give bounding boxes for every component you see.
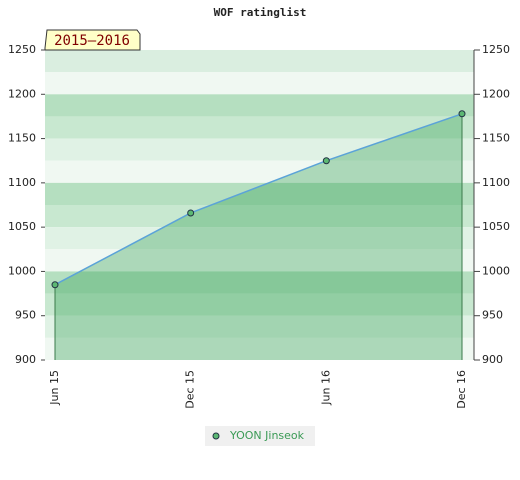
y2-tick-label: 950 <box>482 309 503 322</box>
y2-tick-label: 900 <box>482 353 503 366</box>
y-tick-label: 900 <box>15 353 36 366</box>
legend-marker <box>212 432 220 440</box>
legend-label: YOON Jinseok <box>229 429 305 442</box>
stripe <box>45 182 474 205</box>
x-tick-label: Jun 16 <box>319 370 332 406</box>
stripe <box>45 271 474 294</box>
y-tick-label: 950 <box>15 309 36 322</box>
stripe <box>45 315 474 338</box>
stripe <box>45 337 474 360</box>
line <box>54 113 463 286</box>
stripe <box>45 116 474 139</box>
y2-tick-label: 1200 <box>482 87 510 100</box>
y-tick-label: 1000 <box>8 264 36 277</box>
y2-tick-label: 1250 <box>482 43 510 56</box>
point <box>322 157 330 165</box>
x-tick-label: Jun 15 <box>48 370 61 406</box>
x-tick-label: Dec 15 <box>184 370 197 409</box>
y2-tick-label: 1000 <box>482 264 510 277</box>
y2-tick-label: 1050 <box>482 220 510 233</box>
y-tick-label: 1100 <box>8 176 36 189</box>
y-tick-label: 1250 <box>8 43 36 56</box>
y-tick-label: 1050 <box>8 220 36 233</box>
area <box>55 113 462 361</box>
point <box>458 110 466 118</box>
stripe <box>45 72 474 95</box>
stripe <box>45 50 474 73</box>
x-tick-label: Dec 16 <box>455 370 468 409</box>
legend-box <box>205 426 315 446</box>
stripe <box>45 205 474 228</box>
y-tick-label: 1200 <box>8 87 36 100</box>
stripe <box>45 94 474 117</box>
y-tick-label: 1150 <box>8 132 36 145</box>
chart-title: WOF ratinglist <box>214 6 307 19</box>
point <box>187 209 195 217</box>
y2-tick-label: 1100 <box>482 176 510 189</box>
stripe <box>45 160 474 183</box>
badge-text: 2015–2016 <box>54 33 130 49</box>
stripe <box>45 138 474 161</box>
y2-tick-label: 1150 <box>482 132 510 145</box>
stripe <box>45 293 474 316</box>
point <box>51 281 59 289</box>
stripe <box>45 249 474 272</box>
